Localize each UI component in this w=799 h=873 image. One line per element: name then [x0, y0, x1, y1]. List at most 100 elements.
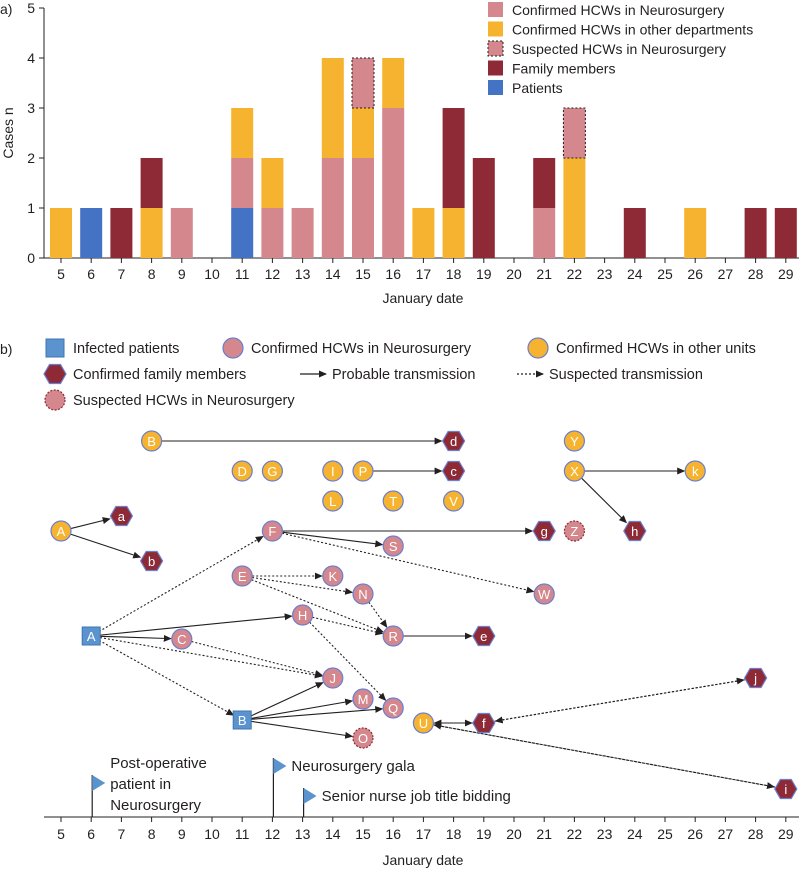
node-D	[231, 460, 253, 482]
timeline-tick-label: 9	[178, 826, 186, 842]
bar-suspected_neuro-jan-15	[351, 57, 375, 109]
edge-A2-to-B2	[98, 639, 235, 716]
edge-j-to-f	[494, 679, 745, 724]
node-label-B2: B	[238, 713, 247, 728]
timeline-tick-label: 16	[385, 826, 401, 842]
node-label-k: k	[692, 464, 699, 479]
node-label-S: S	[389, 539, 398, 554]
node-L	[322, 490, 344, 512]
edge-N-to-R	[368, 601, 388, 628]
node-label-T: T	[389, 494, 397, 509]
legend-suspected-circle-icon	[44, 389, 66, 411]
node-label-A2: A	[87, 629, 96, 644]
edge-A2-to-C	[100, 634, 172, 642]
bar-patients-jan-6	[80, 208, 103, 258]
event-label: Senior nurse job title bidding	[322, 788, 511, 805]
y-tick-label: 2	[27, 150, 35, 166]
edge-E-to-R	[251, 579, 384, 633]
timeline-tick-label: 17	[416, 826, 432, 842]
node-Q	[382, 697, 404, 719]
bar-confirmed_other-jan-18	[442, 208, 465, 258]
x-tick-label: 27	[718, 266, 734, 282]
node-label-R: R	[389, 629, 398, 644]
legend-label-confirmed_neuro: Confirmed HCWs in Neurosurgery	[512, 2, 724, 18]
event-label: Post-operative	[110, 755, 207, 772]
edge-B2-to-O	[251, 720, 354, 739]
legend-label-hexagon: Confirmed family members	[73, 367, 246, 383]
node-h	[623, 520, 647, 542]
node-label-V: V	[449, 494, 458, 509]
node-A	[50, 520, 72, 542]
node-label-C: C	[177, 632, 186, 647]
x-tick-label: 7	[118, 266, 126, 282]
x-tick-label: 5	[57, 266, 65, 282]
node-I	[322, 460, 344, 482]
node-label-a: a	[118, 509, 126, 524]
timeline-tick-label: 26	[687, 826, 703, 842]
timeline-axis-label: January date	[383, 852, 464, 868]
legend-family-hexagon-icon	[43, 363, 67, 385]
edge-B2-to-Q	[251, 705, 384, 720]
legend-label-circle-neuro: Confirmed HCWs in Neurosurgery	[251, 341, 472, 357]
timeline-tick-label: 29	[778, 826, 794, 842]
edge-A2-to-H	[100, 613, 293, 636]
y-tick-label: 0	[27, 250, 35, 266]
node-S	[382, 535, 404, 557]
node-R	[382, 625, 404, 647]
edge-H-to-R	[312, 616, 384, 636]
node-label-j: j	[753, 671, 757, 686]
bar-family-jan-28	[744, 208, 767, 258]
x-tick-label: 16	[385, 266, 401, 282]
node-M	[352, 688, 374, 710]
node-label-H: H	[298, 608, 307, 623]
node-c	[441, 460, 466, 482]
edge-A-to-b	[70, 533, 142, 559]
node-b	[139, 550, 164, 572]
edge-i-to-U	[433, 722, 776, 788]
node-label-h: h	[631, 524, 638, 539]
node-K	[322, 565, 344, 587]
edge-H-to-Q	[309, 621, 387, 701]
bar-confirmed_other-jan-16	[382, 58, 405, 108]
x-tick-label: 14	[325, 266, 341, 282]
bar-family-jan-8	[140, 158, 163, 208]
event-flag-icon	[303, 788, 317, 804]
timeline-tick-label: 25	[657, 826, 673, 842]
node-label-Q: Q	[388, 701, 398, 716]
node-label-d: d	[450, 434, 457, 449]
node-label-K: K	[328, 569, 337, 584]
timeline-tick-label: 19	[476, 826, 492, 842]
node-B2	[232, 710, 252, 730]
legend-label-circle-suspected: Suspected HCWs in Neurosurgery	[73, 393, 295, 409]
node-O	[352, 727, 374, 749]
node-label-L: L	[329, 494, 336, 509]
bar-confirmed_other-jan-22	[563, 158, 586, 258]
x-tick-label: 10	[204, 266, 220, 282]
bar-confirmed_neuro-jan-13	[291, 208, 314, 258]
node-label-A: A	[57, 524, 66, 539]
timeline-tick-label: 15	[355, 826, 371, 842]
node-label-W: W	[538, 587, 551, 602]
panel-b-transmission-network: b) Infected patients Confirmed HCWs in Ne…	[0, 337, 799, 868]
bar-family-jan-19	[472, 158, 495, 258]
node-label-I: I	[331, 464, 335, 479]
event-label: Neurosurgery gala	[291, 758, 415, 775]
bar-confirmed_other-jan-17	[412, 208, 435, 258]
node-G	[261, 460, 283, 482]
node-label-X: X	[570, 464, 579, 479]
x-tick-label: 25	[657, 266, 673, 282]
node-j	[743, 667, 768, 689]
timeline-tick-label: 27	[718, 826, 734, 842]
bar-confirmed_neuro-jan-14	[321, 158, 344, 258]
timeline-tick-label: 20	[506, 826, 522, 842]
legend-label-square: Infected patients	[73, 341, 179, 357]
node-C	[171, 628, 193, 650]
bar-confirmed_other-jan-26	[684, 208, 707, 258]
legend-label-suspected_neuro: Suspected HCWs in Neurosurgery	[512, 41, 726, 57]
node-Z	[563, 520, 586, 542]
x-tick-label: 26	[687, 266, 703, 282]
node-label-e: e	[480, 629, 487, 644]
node-label-g: g	[541, 524, 548, 539]
timeline-tick-label: 11	[235, 826, 250, 842]
